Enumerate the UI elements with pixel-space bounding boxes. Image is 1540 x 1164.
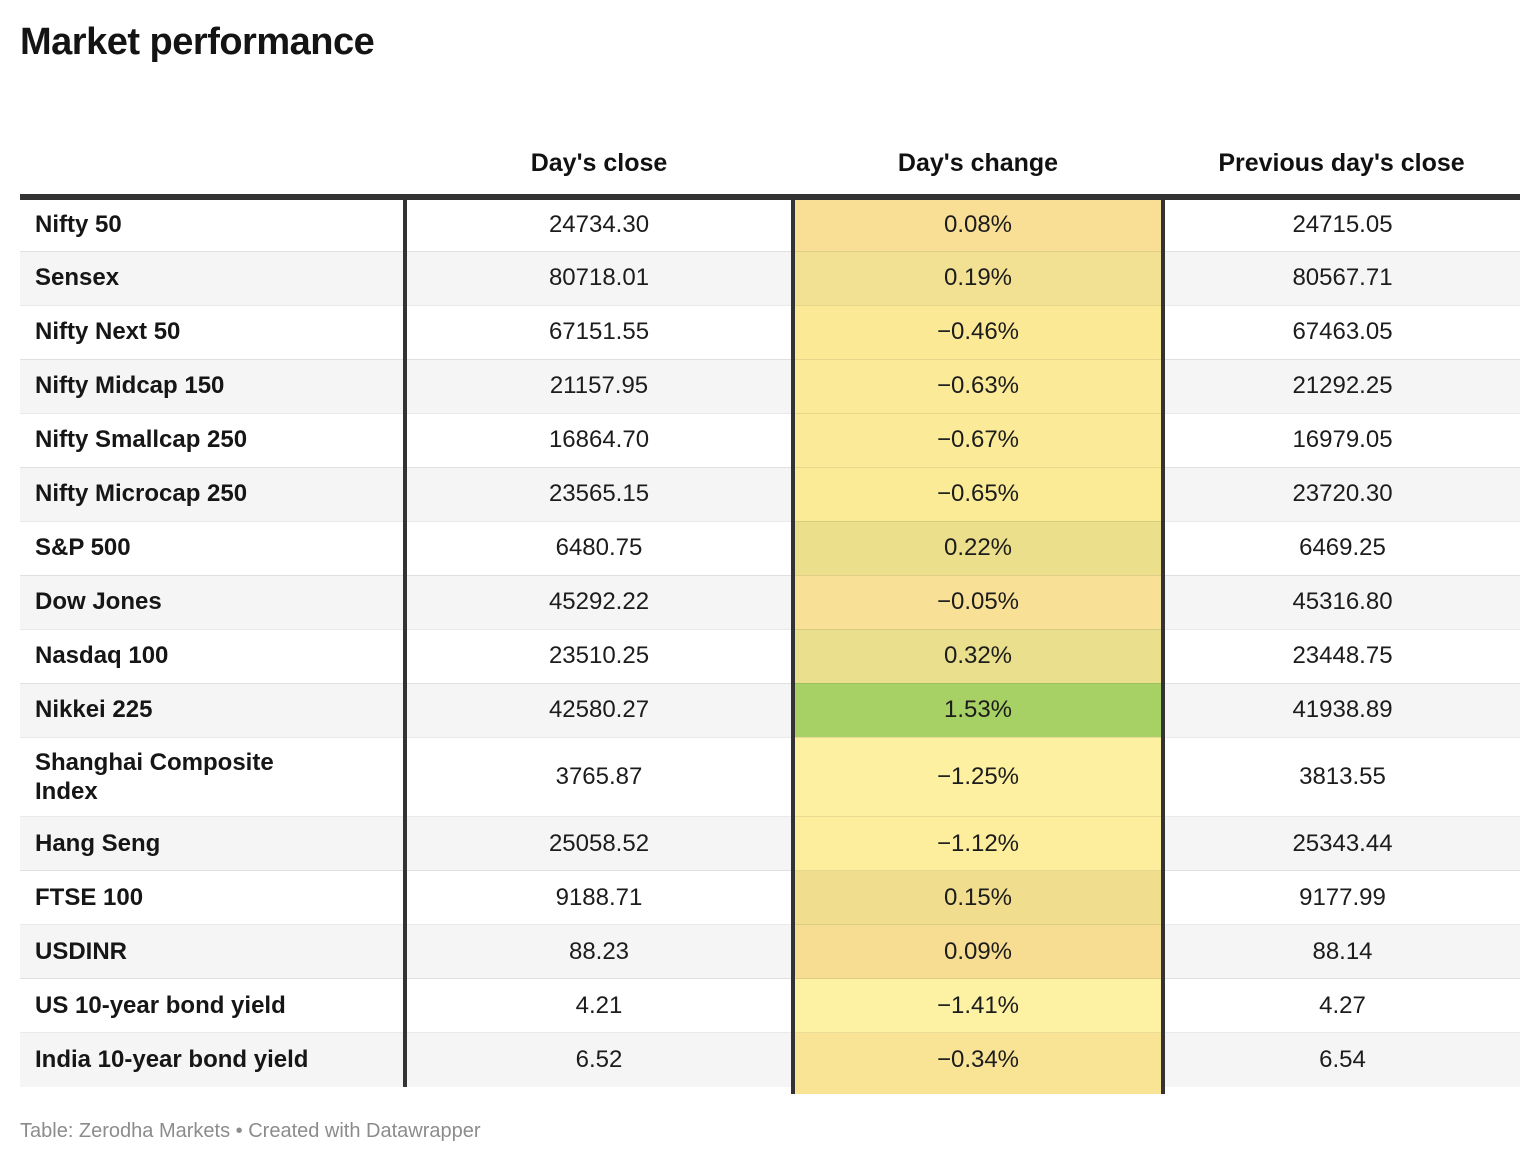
days-close-cell: 9188.71 — [403, 870, 793, 925]
index-name-cell: S&P 500 — [20, 520, 405, 575]
table-row: Dow Jones 45292.22 −0.05% 45316.80 — [20, 574, 1520, 629]
table-row: Hang Seng 25058.52 −1.12% 25343.44 — [20, 816, 1520, 871]
table-row: Nifty Midcap 150 21157.95 −0.63% 21292.2… — [20, 358, 1520, 413]
table-row: USDINR 88.23 0.09% 88.14 — [20, 924, 1520, 979]
days-close-cell: 42580.27 — [403, 682, 793, 737]
days-change-cell: 0.32% — [791, 628, 1165, 683]
prev-close-cell: 3813.55 — [1163, 736, 1520, 817]
index-name-cell: USDINR — [20, 924, 405, 979]
table-row: Nifty 50 24734.30 0.08% 24715.05 — [20, 197, 1520, 251]
table-row: India 10-year bond yield 6.52 −0.34% 6.5… — [20, 1032, 1520, 1087]
prev-close-cell: 6469.25 — [1163, 520, 1520, 575]
index-name-cell: India 10-year bond yield — [20, 1032, 405, 1087]
index-name-cell: Nifty Midcap 150 — [20, 358, 405, 413]
prev-close-cell: 21292.25 — [1163, 358, 1520, 413]
days-close-cell: 23565.15 — [403, 466, 793, 521]
change-column-extension-cell — [791, 1086, 1165, 1094]
days-close-cell: 67151.55 — [403, 304, 793, 359]
prev-close-cell: 41938.89 — [1163, 682, 1520, 737]
index-name-cell: US 10-year bond yield — [20, 978, 405, 1033]
days-close-cell: 24734.30 — [403, 197, 793, 251]
table-row: US 10-year bond yield 4.21 −1.41% 4.27 — [20, 978, 1520, 1033]
index-name-cell: Nikkei 225 — [20, 682, 405, 737]
days-change-cell: −0.46% — [791, 304, 1165, 359]
days-change-cell: 0.19% — [791, 250, 1165, 305]
days-close-cell: 21157.95 — [403, 358, 793, 413]
prev-close-cell: 6.54 — [1163, 1032, 1520, 1087]
table-row: Nifty Smallcap 250 16864.70 −0.67% 16979… — [20, 412, 1520, 467]
header-row: Day's close Day's change Previous day's … — [20, 64, 1520, 200]
days-change-cell: −1.41% — [791, 978, 1165, 1033]
change-column-extension — [20, 1086, 1520, 1094]
table-row: Sensex 80718.01 0.19% 80567.71 — [20, 250, 1520, 305]
days-close-cell: 4.21 — [403, 978, 793, 1033]
days-close-cell: 6.52 — [403, 1032, 793, 1087]
prev-close-cell: 4.27 — [1163, 978, 1520, 1033]
days-change-cell: 0.09% — [791, 924, 1165, 979]
index-name-cell: Shanghai Composite Index — [20, 736, 405, 817]
days-change-cell: −1.12% — [791, 816, 1165, 871]
column-header-prev-close: Previous day's close — [1163, 64, 1520, 200]
index-name-cell: FTSE 100 — [20, 870, 405, 925]
days-close-cell: 25058.52 — [403, 816, 793, 871]
table-row: S&P 500 6480.75 0.22% 6469.25 — [20, 520, 1520, 575]
prev-close-cell: 45316.80 — [1163, 574, 1520, 629]
prev-close-cell: 24715.05 — [1292, 211, 1393, 239]
days-close-cell: 16864.70 — [403, 412, 793, 467]
index-name-cell: Nifty Microcap 250 — [20, 466, 405, 521]
index-name-cell: Nifty 50 — [35, 211, 122, 239]
page-title: Market performance — [20, 21, 375, 63]
days-change-cell: 0.08% — [791, 197, 1165, 251]
days-change-cell: 0.15% — [791, 870, 1165, 925]
prev-close-cell: 67463.05 — [1163, 304, 1520, 359]
prev-close-cell: 23448.75 — [1163, 628, 1520, 683]
table-body: Nifty 50 24734.30 0.08% 24715.05 Sensex … — [20, 197, 1520, 1094]
days-close-cell: 80718.01 — [403, 250, 793, 305]
table-row: FTSE 100 9188.71 0.15% 9177.99 — [20, 870, 1520, 925]
days-change-cell: −0.34% — [791, 1032, 1165, 1087]
days-change-cell: 1.53% — [791, 682, 1165, 737]
table-row: Nifty Next 50 67151.55 −0.46% 67463.05 — [20, 304, 1520, 359]
column-header-index — [20, 64, 405, 200]
prev-close-cell: 80567.71 — [1163, 250, 1520, 305]
table-row: Shanghai Composite Index 3765.87 −1.25% … — [20, 736, 1520, 817]
days-change-cell: 0.22% — [791, 520, 1165, 575]
days-close-cell: 45292.22 — [403, 574, 793, 629]
column-header-days-change: Day's change — [793, 64, 1163, 200]
extension-spacer — [1163, 1086, 1520, 1094]
extension-spacer — [20, 1086, 405, 1094]
index-name-cell: Nifty Smallcap 250 — [20, 412, 405, 467]
table-row: Nifty Microcap 250 23565.15 −0.65% 23720… — [20, 466, 1520, 521]
days-close-cell: 3765.87 — [403, 736, 793, 817]
index-name-cell: Dow Jones — [20, 574, 405, 629]
index-name-cell: Hang Seng — [20, 816, 405, 871]
days-change-cell: −0.65% — [791, 466, 1165, 521]
days-change-cell: −0.05% — [791, 574, 1165, 629]
days-change-cell: −1.25% — [791, 736, 1165, 817]
days-change-cell: −0.67% — [791, 412, 1165, 467]
index-name-cell: Nasdaq 100 — [20, 628, 405, 683]
index-name-cell: Sensex — [20, 250, 405, 305]
table-header: Day's close Day's change Previous day's … — [20, 64, 1520, 200]
days-close-cell: 6480.75 — [403, 520, 793, 575]
days-change-cell: −0.63% — [791, 358, 1165, 413]
extension-spacer — [405, 1086, 793, 1094]
prev-close-cell: 23720.30 — [1163, 466, 1520, 521]
prev-close-cell: 25343.44 — [1163, 816, 1520, 871]
attribution: Table: Zerodha Markets • Created with Da… — [20, 1119, 481, 1142]
prev-close-cell: 16979.05 — [1163, 412, 1520, 467]
table-row: Nikkei 225 42580.27 1.53% 41938.89 — [20, 682, 1520, 737]
index-name-label: Shanghai Composite Index — [35, 748, 274, 805]
days-close-cell: 23510.25 — [403, 628, 793, 683]
prev-close-cell: 88.14 — [1163, 924, 1520, 979]
prev-close-cell: 9177.99 — [1163, 870, 1520, 925]
market-performance-table: Day's close Day's change Previous day's … — [20, 64, 1520, 1094]
days-close-cell: 88.23 — [403, 924, 793, 979]
table-row: Nasdaq 100 23510.25 0.32% 23448.75 — [20, 628, 1520, 683]
column-header-days-close: Day's close — [405, 64, 793, 200]
index-name-cell: Nifty Next 50 — [20, 304, 405, 359]
